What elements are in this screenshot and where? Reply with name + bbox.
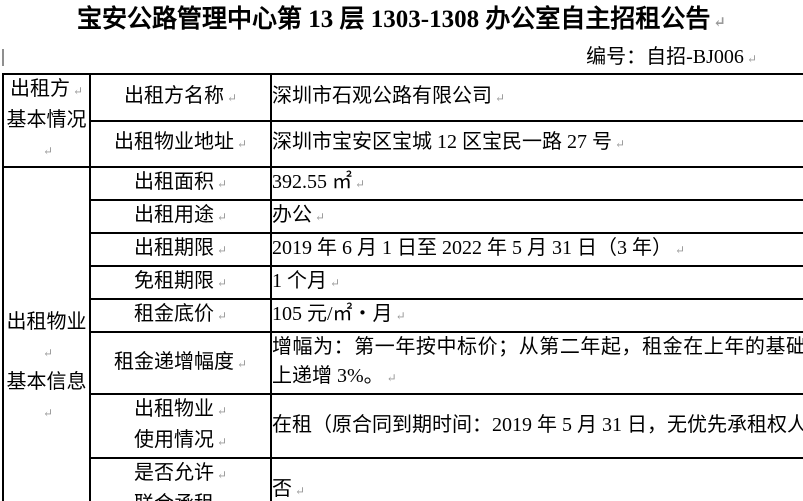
base-rent-value: 105 元/㎡・月 [270, 298, 803, 333]
page-title: 宝安公路管理中心第 13 层 1303-1308 办公室自主招租公告 [0, 0, 803, 38]
rent-free-period-label: 免租期限 [89, 265, 272, 300]
table-row: 出租期限 2019 年 6 月 1 日至 2022 年 5 月 31 日（3 年… [3, 232, 803, 267]
table-row: 出租方基本情况 出租方名称 深圳市石观公路有限公司 [2, 73, 803, 168]
rental-area-label: 出租面积 [89, 166, 272, 201]
rent-increase-label: 租金递增幅度 [89, 331, 272, 395]
lessor-name-label: 出租方名称 [89, 73, 272, 122]
group-cell-lessor-basic-info: 出租方基本情况 [2, 73, 91, 168]
announcement-table: 出租方基本情况 出租方名称 深圳市石观公路有限公司 出租物业地址 深圳市宝安区宝… [2, 73, 803, 501]
joint-lease-allowed-label: 是否允许联合承租 [89, 457, 272, 501]
property-usage-status-value: 在租（原合同到期时间：2019 年 5 月 31 日，无优先承租权人） [270, 393, 803, 459]
rental-use-value: 办公 [270, 199, 803, 234]
table-row: 租金底价 105 元/㎡・月 [3, 298, 803, 333]
table-row: 免租期限 1 个月 [3, 265, 803, 300]
base-rent-label: 租金底价 [89, 298, 272, 333]
joint-lease-allowed-value: 否 [270, 457, 803, 501]
table-border-artifact [2, 49, 4, 66]
rent-increase-value: 增幅为：第一年按中标价；从第二年起，租金在上年的基础上递增 3%。 [270, 331, 803, 395]
table-row: 出租物业使用情况 在租（原合同到期时间：2019 年 5 月 31 日，无优先承… [3, 393, 803, 459]
table-row: 出租物业地址 深圳市宝安区宝城 12 区宝民一路 27 号 [3, 119, 803, 168]
table-row: 出租用途 办公 [3, 199, 803, 234]
property-address-value: 深圳市宝安区宝城 12 区宝民一路 27 号 [270, 119, 803, 168]
property-address-label: 出租物业地址 [89, 119, 272, 168]
table-row: 是否允许联合承租 否 [3, 457, 803, 501]
rental-use-label: 出租用途 [89, 199, 272, 234]
table-row: 出租物业基本信息 出租面积 392.55 ㎡ [2, 166, 803, 501]
doc-number: 编号：自招-BJ006 [0, 45, 803, 71]
group-cell-property-basic-info: 出租物业基本信息 [2, 166, 91, 501]
rent-free-period-value: 1 个月 [270, 265, 803, 300]
property-usage-status-label: 出租物业使用情况 [89, 393, 272, 459]
lease-term-value: 2019 年 6 月 1 日至 2022 年 5 月 31 日（3 年） [270, 232, 803, 267]
lessor-name-value: 深圳市石观公路有限公司 [270, 73, 803, 122]
table-row: 租金递增幅度 增幅为：第一年按中标价；从第二年起，租金在上年的基础上递增 3%。 [3, 331, 803, 395]
lease-term-label: 出租期限 [89, 232, 272, 267]
rental-area-value: 392.55 ㎡ [270, 166, 803, 201]
